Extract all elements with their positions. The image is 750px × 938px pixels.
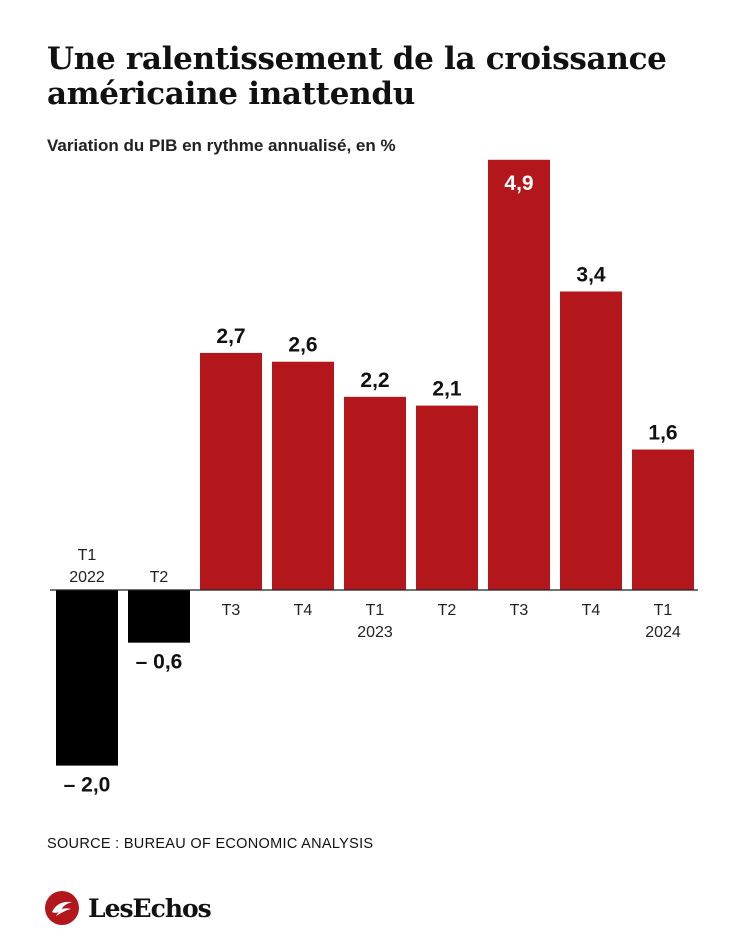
bar-0 [56, 590, 118, 766]
value-label-5: 2,1 [432, 378, 462, 401]
category-label-5-0: T2 [438, 602, 457, 619]
les-echos-logo: LesEchos [45, 890, 212, 926]
value-label-8: 1,6 [648, 422, 677, 445]
bar-5 [416, 405, 478, 590]
bar-2 [200, 352, 262, 590]
value-label-1: – 0,6 [136, 651, 183, 674]
category-label-6-0: T3 [510, 602, 529, 619]
bar-chart: – 2,0 T1 2022 – 0,6 T2 2,7 T3 2,6 T4 2,2 T1 2023 2,1… [50, 159, 698, 797]
category-label-8-1: 2024 [645, 624, 681, 641]
category-label-3-0: T4 [294, 602, 313, 619]
category-label-4-1: 2023 [357, 624, 393, 641]
chart-subtitle: Variation du PIB en rythme annualisé, en… [47, 136, 396, 155]
bar-8 [632, 449, 694, 590]
category-label-2-0: T3 [222, 602, 241, 619]
value-label-4: 2,2 [360, 369, 389, 392]
bar-7 [560, 291, 622, 590]
value-label-7: 3,4 [576, 263, 606, 286]
bar-1 [128, 590, 190, 643]
bar-4 [344, 396, 406, 590]
chart-title: Une ralentissement de la croissance amér… [47, 41, 667, 112]
logo-mark-icon [45, 891, 79, 925]
category-label-4-0: T1 [366, 602, 385, 619]
value-label-2: 2,7 [216, 325, 245, 348]
bar-3 [272, 361, 334, 590]
bar-6 [488, 159, 550, 590]
value-label-3: 2,6 [288, 334, 317, 357]
category-label-7-0: T4 [582, 602, 601, 619]
value-label-6: 4,9 [504, 172, 533, 195]
category-label-8-0: T1 [654, 602, 673, 619]
category-label-1-0: T2 [150, 569, 169, 586]
brand-name: LesEchos [88, 893, 212, 923]
source-note: SOURCE : BUREAU OF ECONOMIC ANALYSIS [47, 836, 374, 852]
category-label-0-1: 2022 [69, 569, 105, 586]
value-label-0: – 2,0 [64, 774, 111, 797]
category-label-0-0: T1 [78, 547, 97, 564]
